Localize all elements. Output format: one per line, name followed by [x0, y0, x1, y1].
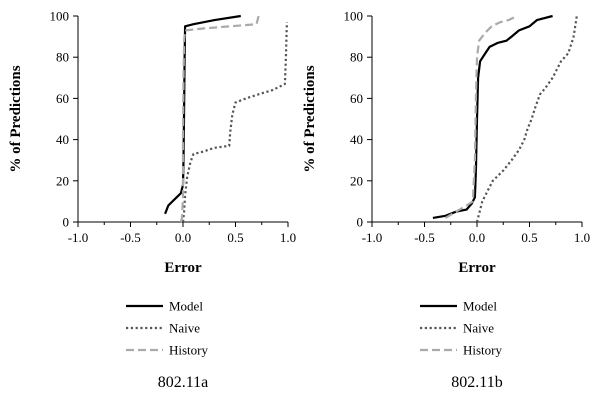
x-tick-label: 0.0	[175, 230, 191, 245]
chart-caption: 802.11a	[158, 374, 209, 391]
y-tick-label: 40	[350, 132, 363, 147]
x-tick-label: 0.5	[521, 230, 537, 245]
x-tick-label: 1.0	[574, 230, 590, 245]
chart-panel-1: 0 20 40 60 80 100 -1.0 -0.5 0.0 0.5 1.0 Error % of P…	[8, 9, 296, 392]
y-tick-label: 100	[50, 9, 70, 24]
y-tick-label: 20	[56, 173, 69, 188]
x-tick-label: -1.0	[68, 230, 89, 245]
chart-panel-2: 0 20 40 60 80 100 -1.0 -0.5 0.0 0.5 1.0 Error % of P…	[302, 9, 590, 392]
series-line-history	[444, 15, 518, 219]
legend-label-history: History	[463, 343, 503, 358]
series-line-naive	[181, 22, 288, 223]
chart-caption: 802.11b	[451, 374, 502, 391]
y-tick-label: 20	[350, 173, 363, 188]
x-tick-label: 0.0	[469, 230, 485, 245]
y-axis-title: % of Predictions	[8, 65, 24, 172]
legend-label-naive: Naive	[463, 321, 494, 336]
series-line-model	[432, 14, 553, 219]
legend-label-model: Model	[169, 299, 203, 314]
x-tick-label: -0.5	[414, 230, 435, 245]
y-tick-label: 0	[357, 215, 364, 230]
y-tick-label: 60	[350, 91, 363, 106]
legend-label-history: History	[169, 343, 209, 358]
y-tick-label: 80	[56, 50, 69, 65]
series-line-naive	[475, 15, 578, 223]
x-tick-label: -1.0	[362, 230, 383, 245]
y-tick-label: 0	[63, 215, 70, 230]
x-tick-label: -0.5	[120, 230, 141, 245]
x-tick-label: 0.5	[227, 230, 243, 245]
y-axis-title: % of Predictions	[302, 65, 318, 172]
series-line-model	[164, 14, 241, 215]
legend-label-model: Model	[463, 299, 497, 314]
y-tick-label: 40	[56, 132, 69, 147]
x-axis-title: Error	[164, 260, 202, 276]
x-axis-title: Error	[458, 260, 496, 276]
legend-label-naive: Naive	[169, 321, 200, 336]
series-line-history	[179, 15, 260, 223]
y-tick-label: 60	[56, 91, 69, 106]
x-tick-label: 1.0	[280, 230, 296, 245]
y-tick-label: 80	[350, 50, 363, 65]
y-tick-label: 100	[344, 9, 364, 24]
